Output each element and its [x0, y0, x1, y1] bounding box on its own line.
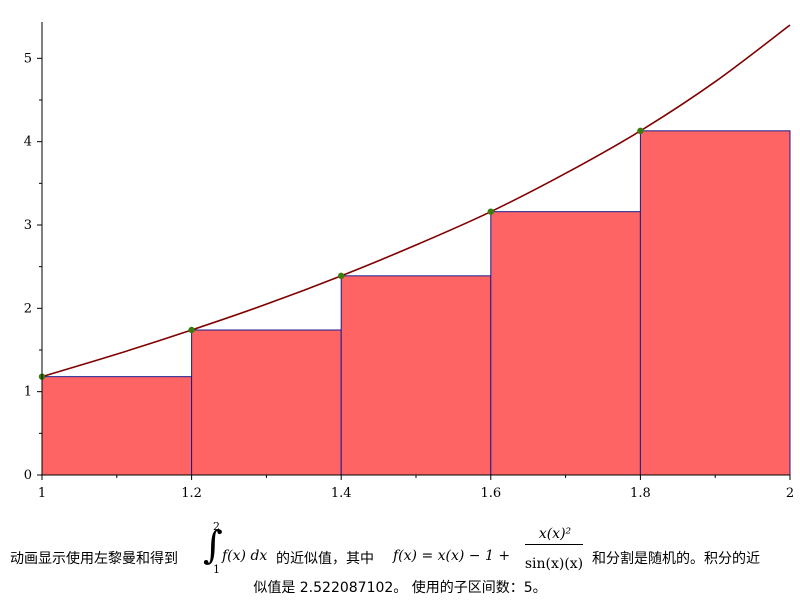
caption-text-c: 和分割是随机的。积分的近	[592, 551, 760, 567]
riemann-rect	[340, 275, 492, 476]
rectangles-group	[41, 130, 791, 476]
x-tick-label: 1.2	[181, 486, 202, 501]
caption-text-b: 的近似值，其中	[276, 551, 374, 567]
integral-upper-limit: 2	[213, 520, 220, 533]
function-curve	[41, 24, 791, 378]
x-tick-label: 1.8	[630, 486, 651, 501]
fraction-numerator: x(x)²	[538, 526, 572, 542]
x-tick-label: 1	[38, 486, 46, 501]
integral-lower-limit: 1	[213, 563, 220, 576]
sample-point	[487, 208, 494, 215]
integrand: f(x) dx	[222, 548, 268, 564]
integral-sign-icon: ∫	[203, 523, 223, 567]
y-tick-label: 4	[24, 135, 32, 150]
x-tick-label: 2	[786, 486, 794, 501]
x-tick-label: 1.4	[331, 486, 352, 501]
y-axis-ticks: 0 1 2 3 4 5	[24, 51, 42, 483]
function-definition: f(x) = x(x) − 1 +	[393, 548, 511, 564]
caption-line-2: 似值是 2.522087102。 使用的子区间数：5。	[253, 580, 547, 596]
fraction-bar	[525, 544, 583, 545]
riemann-rect	[490, 211, 641, 476]
y-tick-label: 2	[24, 301, 32, 316]
sample-point	[188, 326, 195, 334]
caption-text-a: 动画显示使用左黎曼和得到	[10, 551, 178, 567]
riemann-rect	[191, 329, 342, 476]
y-tick-label: 5	[24, 51, 32, 66]
caption: 动画显示使用左黎曼和得到 ∫ 2 1 f(x) dx 的近似值，其中 f(x) …	[0, 520, 800, 600]
caption-line-1: 动画显示使用左黎曼和得到	[10, 548, 800, 598]
y-tick-label: 0	[24, 468, 32, 483]
x-tick-label: 1.6	[480, 486, 501, 501]
riemann-rect	[41, 376, 193, 476]
sample-point	[338, 272, 345, 280]
riemann-rect	[639, 130, 791, 476]
y-tick-label: 1	[24, 385, 32, 400]
y-tick-label: 3	[24, 218, 32, 233]
x-axis-ticks: 1 1.2 1.4 1.6 1.8 2	[38, 475, 794, 501]
sample-point	[637, 127, 644, 135]
fraction-denominator: sin(x)(x)	[524, 556, 584, 572]
